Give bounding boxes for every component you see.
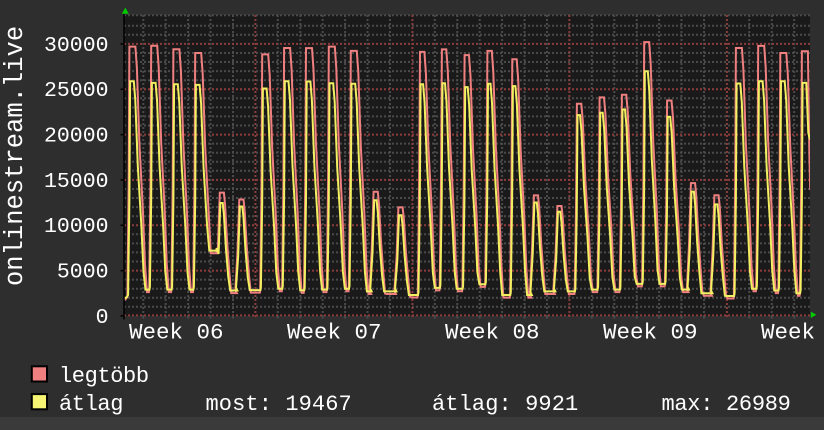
svg-text:20000: 20000 (44, 125, 109, 149)
svg-text:max: 26989: max: 26989 (662, 392, 791, 417)
svg-text:5000: 5000 (57, 261, 109, 285)
svg-text:Week: Week (761, 320, 815, 346)
svg-text:30000: 30000 (44, 34, 109, 58)
svg-text:átlag: 9921: átlag: 9921 (432, 392, 578, 417)
svg-text:0: 0 (96, 306, 109, 330)
svg-text:átlag: átlag (59, 392, 123, 417)
svg-text:most: 19467: most: 19467 (206, 392, 352, 417)
svg-text:15000: 15000 (44, 170, 109, 194)
svg-text:Week 06: Week 06 (129, 320, 224, 346)
svg-text:legtöbb: legtöbb (59, 364, 149, 389)
svg-text:onlinestream.live: onlinestream.live (1, 26, 30, 286)
svg-text:Week 07: Week 07 (287, 320, 382, 346)
svg-text:25000: 25000 (44, 79, 109, 103)
svg-text:Week 08: Week 08 (445, 320, 540, 346)
svg-text:Week 09: Week 09 (603, 320, 698, 346)
svg-text:10000: 10000 (44, 215, 109, 239)
